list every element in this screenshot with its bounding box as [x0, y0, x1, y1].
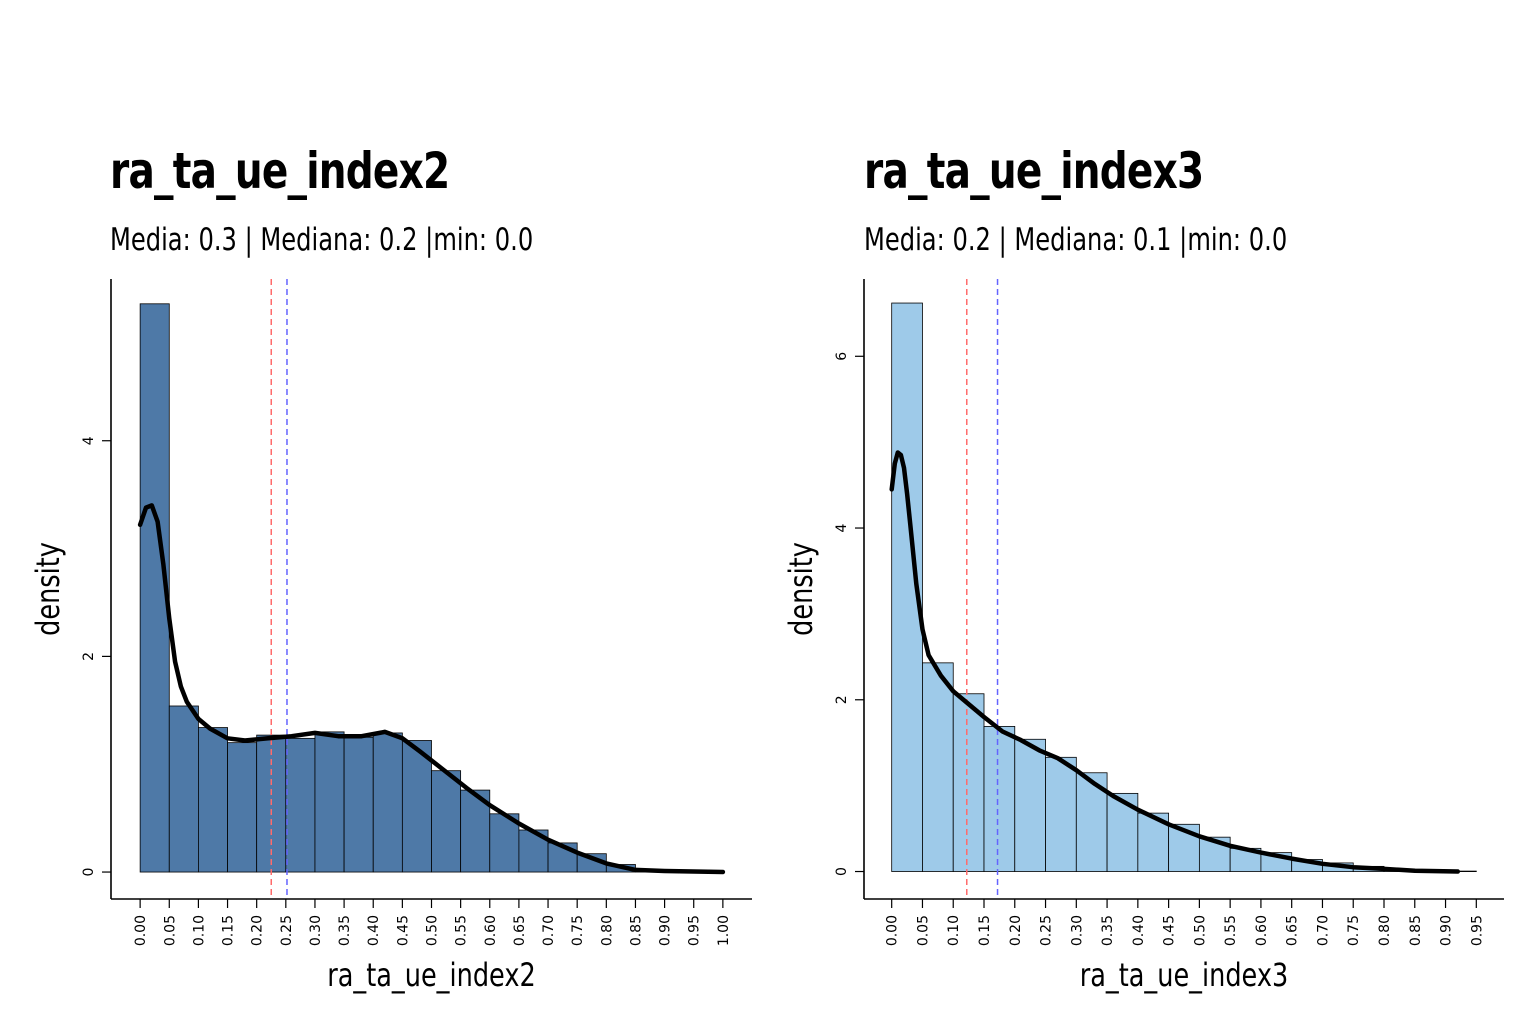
histogram-bar	[1014, 738, 1046, 872]
histogram-bar	[285, 737, 316, 873]
x-tick-label: 0.00	[133, 915, 149, 946]
x-tick-label: 0.05	[915, 915, 931, 946]
y-axis-title: density	[782, 542, 820, 636]
x-tick-label: 0.40	[366, 915, 382, 946]
chart-panel-1: ra_ta_ue_index2 Media: 0.3 | Mediana: 0.…	[29, 142, 752, 994]
x-tick-label: 0.45	[1162, 915, 1178, 946]
x-tick-label: 0.50	[1192, 915, 1208, 946]
histogram-bar	[372, 732, 403, 873]
x-tick-label: 0.85	[628, 915, 644, 946]
x-tick-label: 1.00	[716, 915, 732, 946]
x-tick-label: 0.85	[1408, 915, 1424, 946]
x-tick-label: 0.75	[570, 915, 586, 946]
histogram-bar	[198, 727, 228, 873]
histogram-bar	[1045, 756, 1077, 872]
x-tick-label: 0.50	[425, 915, 441, 946]
x-tick-label: 0.70	[541, 915, 557, 946]
y-tick-label: 4	[81, 436, 97, 445]
density-curve	[889, 450, 1461, 874]
y-tick-label: 6	[834, 352, 850, 361]
histogram-plot: 0.00 0.05 0.10 0.15 0.20 0.25 0.30 0.35 0.40 0.45…	[29, 279, 752, 994]
x-tick-label: 0.95	[687, 915, 703, 946]
x-tick-label: 0.15	[977, 915, 993, 946]
x-tick-label: 0.05	[162, 915, 178, 946]
x-tick-label: 0.70	[1315, 915, 1331, 946]
x-tick-label: 0.40	[1131, 915, 1147, 946]
y-tick-label: 4	[834, 523, 850, 532]
histogram-bar	[343, 736, 374, 873]
x-tick-label: 0.60	[483, 915, 499, 946]
x-axis-title: ra_ta_ue_index3	[1080, 956, 1289, 994]
x-tick-label: 0.75	[1346, 915, 1362, 946]
x-axis-title: ra_ta_ue_index2	[327, 956, 536, 994]
chart-title: ra_ta_ue_index2	[110, 142, 450, 200]
x-tick-label: 0.25	[279, 915, 295, 946]
histogram-bar	[168, 705, 199, 873]
chart-panel-2: ra_ta_ue_index3 Media: 0.2 | Mediana: 0.…	[752, 0, 1520, 1024]
x-tick-label: 0.35	[337, 915, 353, 946]
y-tick-label: 0	[81, 868, 97, 877]
x-tick-label: 0.15	[221, 915, 237, 946]
x-tick-label: 0.30	[308, 915, 324, 946]
x-tick-label: 0.20	[250, 915, 266, 946]
x-tick-label: 0.90	[1439, 915, 1455, 946]
histogram-plot: 0.00 0.05 0.10 0.15 0.20 0.25 0.30 0.35 0.40 0.45…	[782, 279, 1504, 994]
y-tick-label: 2	[81, 652, 97, 661]
x-tick-label: 0.35	[1100, 915, 1116, 946]
x-tick-label: 0.45	[395, 915, 411, 946]
chart-subtitle: Media: 0.2 | Mediana: 0.1 |min: 0.0	[864, 222, 1288, 258]
histogram-bar	[983, 725, 1016, 872]
histogram-bar	[227, 742, 258, 873]
x-tick-label: 0.25	[1039, 915, 1055, 946]
chart-subtitle: Media: 0.3 | Mediana: 0.2 |min: 0.0	[110, 222, 534, 258]
x-tick-label: 0.95	[1469, 915, 1485, 946]
y-axis-title: density	[29, 542, 67, 636]
x-tick-label: 0.30	[1069, 915, 1085, 946]
x-tick-label: 0.60	[1254, 915, 1270, 946]
x-tick-label: 0.80	[599, 915, 615, 946]
x-tick-label: 0.80	[1377, 915, 1393, 946]
histogram-bar	[952, 693, 985, 872]
chart-title: ra_ta_ue_index3	[864, 142, 1204, 200]
x-tick-label: 0.55	[454, 915, 470, 946]
x-tick-label: 0.65	[512, 915, 528, 946]
x-tick-label: 0.20	[1008, 915, 1024, 946]
y-tick-label: 0	[834, 867, 850, 876]
x-tick-label: 0.65	[1285, 915, 1301, 946]
histogram-bar	[922, 662, 954, 872]
histogram-bar	[401, 740, 432, 873]
x-tick-label: 0.90	[658, 915, 674, 946]
x-tick-label: 0.10	[946, 915, 962, 946]
density-curve	[137, 503, 726, 875]
y-tick-label: 2	[834, 695, 850, 704]
histogram-bar	[314, 731, 345, 873]
x-tick-label: 0.55	[1223, 915, 1239, 946]
x-tick-label: 0.10	[191, 915, 207, 946]
histogram-bar	[431, 770, 462, 873]
x-tick-label: 0.00	[885, 915, 901, 946]
